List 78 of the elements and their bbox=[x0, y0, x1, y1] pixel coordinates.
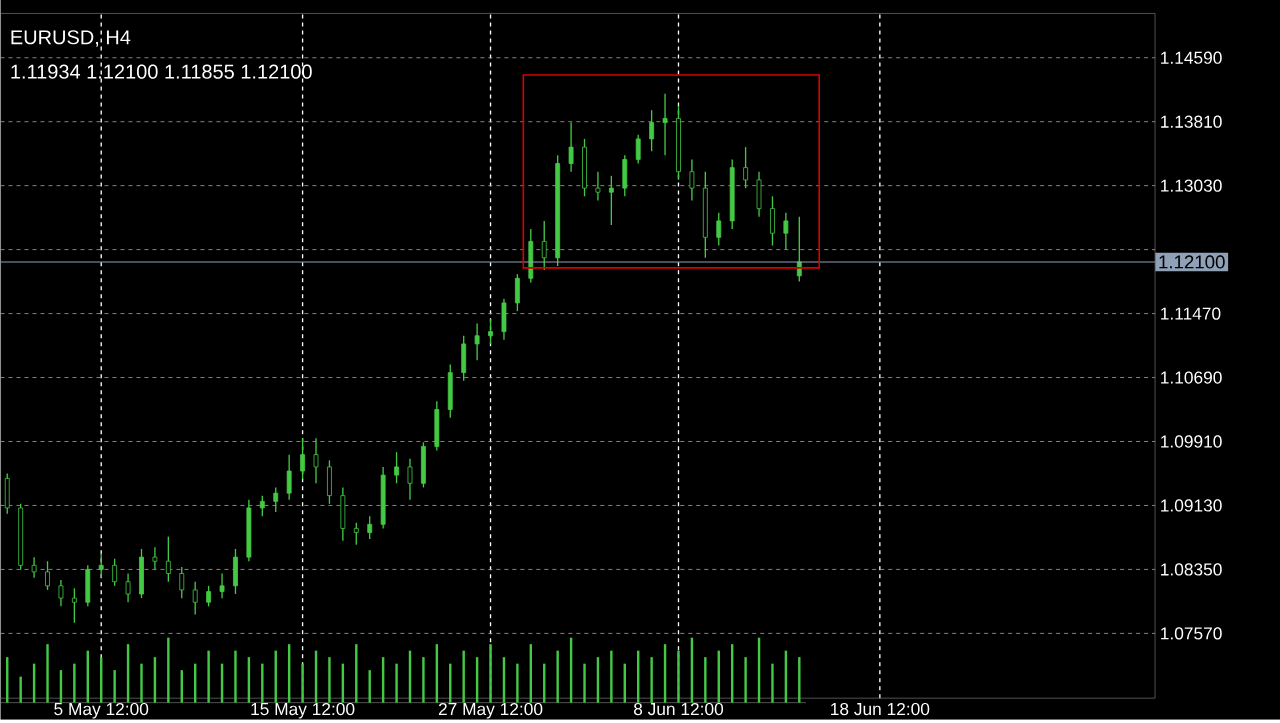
candlestick bbox=[595, 171, 601, 202]
bar bbox=[798, 657, 801, 703]
ref-line-label: 1.12100 bbox=[1159, 255, 1225, 269]
candlestick bbox=[300, 437, 306, 480]
bar bbox=[19, 676, 22, 703]
candlestick bbox=[206, 585, 212, 607]
candlestick bbox=[313, 437, 319, 484]
bar bbox=[704, 657, 707, 703]
candlestick bbox=[367, 515, 373, 540]
bar bbox=[328, 657, 331, 703]
candlestick bbox=[112, 558, 118, 587]
candlestick bbox=[474, 322, 480, 361]
candlestick bbox=[165, 535, 171, 583]
candlestick bbox=[407, 458, 413, 501]
bar bbox=[234, 650, 237, 703]
y-tick-label: 1.09910 bbox=[1161, 435, 1222, 448]
bar bbox=[610, 650, 613, 703]
candlestick bbox=[783, 212, 789, 251]
bar bbox=[46, 644, 49, 703]
bar bbox=[744, 657, 747, 703]
candlestick bbox=[45, 560, 50, 591]
candlestick bbox=[259, 494, 265, 517]
bar bbox=[462, 650, 465, 703]
bar bbox=[677, 650, 680, 703]
text: EURUSD, H4 bbox=[11, 30, 131, 47]
candlestick bbox=[31, 556, 37, 579]
bar bbox=[583, 663, 586, 703]
y-tick-label: 1.10690 bbox=[1161, 371, 1222, 384]
candlestick bbox=[662, 93, 668, 156]
candlestick bbox=[219, 572, 225, 599]
candlestick bbox=[608, 175, 614, 226]
x-tick-label: 15 May 12:00 bbox=[251, 702, 355, 719]
candlestick bbox=[125, 572, 131, 603]
candlestick bbox=[353, 522, 359, 546]
bar bbox=[301, 663, 304, 703]
candlestick bbox=[689, 158, 695, 202]
candlestick bbox=[286, 453, 292, 501]
y-tick-label: 1.14590 bbox=[1161, 51, 1222, 64]
candlestick bbox=[179, 566, 185, 599]
text: 1.11934 1.12100 1.11855 1.12100 bbox=[11, 64, 312, 79]
bar bbox=[113, 670, 116, 703]
x-tick-label: 27 May 12:00 bbox=[438, 702, 543, 719]
candlestick bbox=[273, 486, 279, 513]
bar bbox=[489, 644, 492, 703]
y-tick-label: 1.11470 bbox=[1161, 307, 1221, 320]
x-tick-label: 18 Jun 12:00 bbox=[831, 702, 930, 716]
bar bbox=[167, 637, 170, 703]
candlestick bbox=[394, 451, 399, 484]
bar bbox=[650, 657, 653, 703]
bar bbox=[73, 663, 76, 703]
candlestick bbox=[488, 318, 493, 345]
bar bbox=[140, 663, 143, 703]
y-tick-label: 1.07570 bbox=[1161, 627, 1222, 640]
bar bbox=[771, 663, 774, 703]
bar bbox=[395, 663, 398, 703]
bar bbox=[556, 650, 559, 703]
bar bbox=[422, 657, 425, 703]
x-tick-label: 5 May 12:00 bbox=[54, 702, 149, 719]
y-tick-label: 1.13810 bbox=[1161, 115, 1222, 128]
candlestick bbox=[568, 121, 574, 173]
y-tick-label: 1.09130 bbox=[1161, 499, 1222, 512]
bar bbox=[355, 644, 358, 703]
x-tick-label: 8 Jun 12:00 bbox=[633, 702, 724, 716]
candlestick bbox=[541, 220, 547, 271]
candlestick bbox=[71, 587, 77, 624]
candlestick bbox=[192, 581, 198, 616]
bar bbox=[516, 663, 519, 703]
candlestick bbox=[743, 146, 749, 189]
bar bbox=[261, 663, 264, 703]
y-tick-label: 1.08350 bbox=[1161, 563, 1222, 576]
y-tick-label: 1.13030 bbox=[1161, 179, 1222, 192]
bar bbox=[207, 650, 210, 703]
candlestick bbox=[58, 579, 64, 607]
candlestick bbox=[649, 109, 655, 152]
candlestick bbox=[635, 134, 641, 165]
candlestick bbox=[98, 552, 104, 579]
candlestick bbox=[716, 212, 722, 247]
candlestick bbox=[152, 546, 158, 571]
